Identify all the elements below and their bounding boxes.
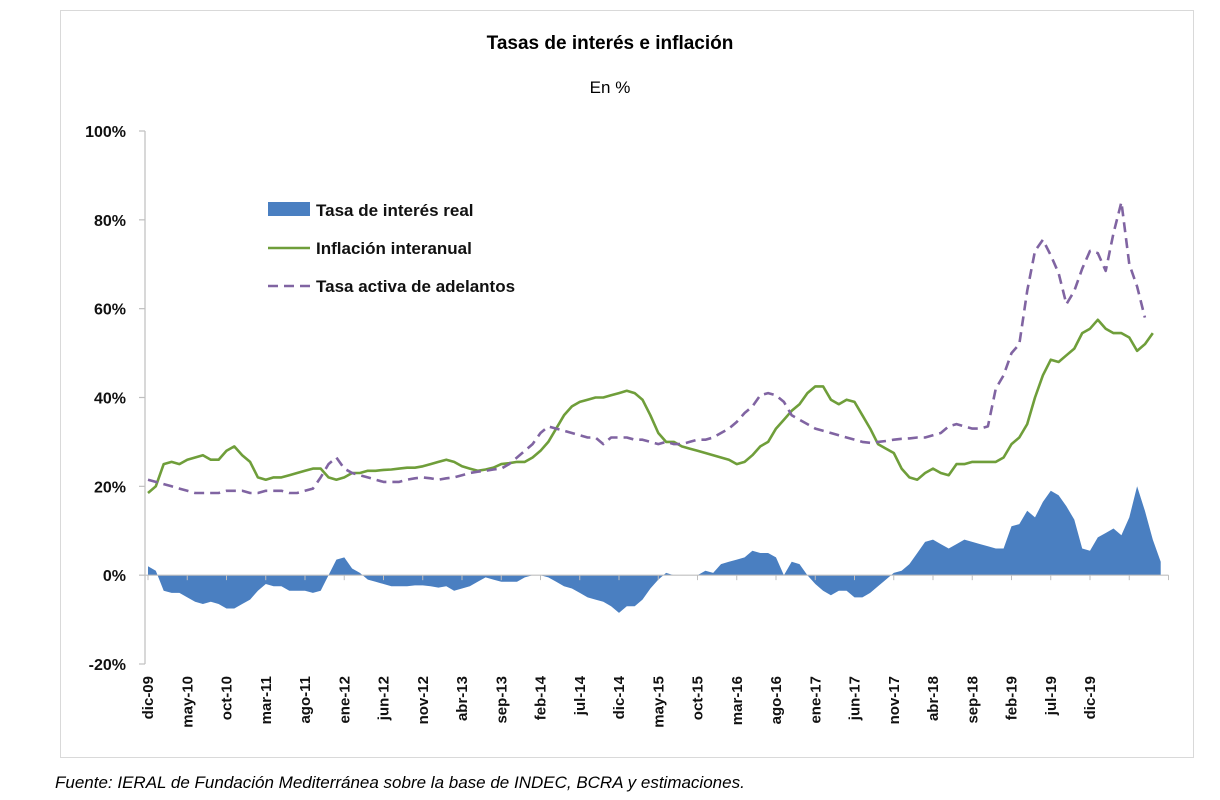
x-tick-label: nov-12 [415, 676, 432, 724]
x-tick-label: sep-18 [964, 676, 981, 724]
x-tick-label: jul-14 [572, 675, 589, 716]
y-tick-label: 20% [94, 479, 126, 496]
x-tick-label: jun-12 [376, 676, 393, 721]
x-tick-label: ago-11 [297, 676, 314, 724]
x-tick-label: ene-12 [336, 676, 353, 724]
source-note: Fuente: IERAL de Fundación Mediterránea … [55, 773, 745, 792]
x-tick-label: feb-14 [533, 675, 550, 720]
x-tick-label: abr-18 [925, 676, 942, 721]
x-tick-label: oct-10 [219, 676, 236, 720]
x-tick-label: ene-17 [807, 676, 824, 724]
chart-subtitle: En % [589, 78, 631, 97]
x-tick-label: abr-13 [454, 676, 471, 721]
x-tick-label: jun-17 [847, 676, 864, 721]
line-layer [147, 200, 1154, 495]
y-tick-label: 80% [94, 213, 126, 230]
x-tick-label: feb-19 [1004, 676, 1021, 720]
x-tick-label: may-10 [179, 676, 196, 728]
x-tick-label: dic-14 [611, 675, 628, 719]
series-line-inflacion-interanual [147, 318, 1154, 494]
x-tick-label: nov-17 [886, 676, 903, 724]
y-tick-label: 40% [94, 391, 126, 408]
y-tick-label: 100% [85, 124, 126, 141]
x-tick-label: may-15 [650, 676, 667, 728]
chart-title: Tasas de interés e inflación [486, 33, 734, 54]
legend-label: Inflación interanual [316, 239, 472, 258]
series-area-tasa-interes-real [148, 486, 1161, 613]
x-tick-label: mar-16 [729, 676, 746, 725]
legend-swatch-tasa-interes-real [268, 202, 310, 216]
area-layer [148, 486, 1161, 613]
axis-layer: 100% 80% 60% 40% 20% 0% -20% dic-09 may-10 oct-10… [85, 124, 1169, 728]
x-tick-label: sep-13 [493, 676, 510, 724]
legend-label: Tasa de interés real [316, 201, 474, 220]
x-tick-label: jul-19 [1043, 676, 1060, 716]
x-tick-label: mar-11 [258, 676, 275, 724]
x-tick-label: oct-15 [690, 676, 707, 720]
y-tick-label: 0% [103, 568, 126, 585]
x-tick-label: ago-16 [768, 676, 785, 724]
series-line-tasa-activa-adelantos [147, 200, 1147, 495]
y-tick-label: -20% [89, 657, 126, 674]
chart-frame [60, 10, 1194, 758]
legend-label: Tasa activa de adelantos [316, 277, 515, 296]
x-tick-label: dic-19 [1082, 676, 1099, 719]
legend: Tasa de interés real Inflación interanual… [268, 201, 515, 296]
y-tick-label: 60% [94, 302, 126, 319]
x-tick-label: dic-09 [140, 676, 157, 719]
